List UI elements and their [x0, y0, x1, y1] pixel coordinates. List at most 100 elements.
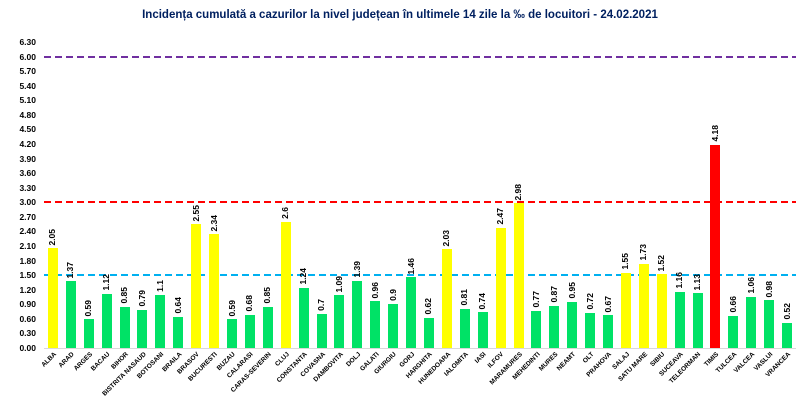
bar-column-prahova: 0.67 PRAHOVA — [585, 42, 617, 379]
y-tick-label: 4.20 — [19, 139, 36, 149]
y-tick-label: 2.40 — [19, 226, 36, 237]
bar-value-label: 1.52 — [656, 254, 667, 272]
bar-column-mures: 0.87 MURES — [538, 42, 563, 373]
bar — [441, 249, 452, 348]
bar-column-teleorman: 1.13 TELEORMAN — [668, 42, 707, 385]
y-tick-label: 1.20 — [19, 284, 36, 295]
bar — [244, 314, 255, 348]
bar — [692, 293, 703, 348]
bar — [513, 203, 524, 348]
bar-column-brasov: 2.55 BRASOV — [177, 42, 205, 376]
yellow-alert-line — [44, 274, 796, 277]
bar-value-label: 0.9 — [387, 289, 398, 302]
bar-value-label: 1.46 — [405, 257, 416, 275]
y-tick-label: 4.50 — [19, 124, 36, 135]
y-tick-label: 5.40 — [19, 80, 36, 91]
y-tick-label: 3.30 — [19, 182, 36, 193]
bar-value-label: 0.59 — [226, 299, 237, 317]
bar-value-label: 0.7 — [316, 299, 327, 312]
bar-column-constanta: 1.24 CONSTANTA — [275, 42, 313, 384]
bar-value-label: 0.62 — [423, 298, 434, 315]
bar — [209, 234, 220, 348]
bar-value-label: 2.47 — [495, 208, 506, 226]
bar — [155, 294, 166, 348]
bar-value-label: 2.98 — [513, 183, 524, 201]
bar — [227, 319, 238, 348]
bar-column-bacau: 1.12 BACAU — [90, 42, 116, 373]
bar-column-suceava: 1.16 SUCEAVA — [658, 42, 689, 378]
bar-column-maramures: 2.98 MARAMURES — [488, 42, 528, 386]
bar — [334, 295, 345, 348]
x-axis-label: IASI — [473, 351, 488, 365]
bar-column-braila: 0.64 BRAILA — [161, 42, 187, 373]
bar-column-satu-mare: 1.73 SATU MARE — [617, 42, 653, 383]
bar-value-label: 1.13 — [692, 273, 703, 291]
bar-value-label: 2.34 — [208, 214, 219, 232]
x-axis-label: NEAMT — [555, 351, 578, 373]
bar-column-tulcea: 0.66 TULCEA — [715, 42, 742, 375]
y-tick-label: 3.60 — [19, 168, 36, 179]
bar-value-label: 0.64 — [172, 297, 183, 314]
bar-value-label: 0.52 — [781, 303, 792, 320]
bar-value-label: 0.85 — [262, 287, 273, 304]
y-tick-label: 2.10 — [19, 241, 36, 251]
bar — [316, 314, 327, 348]
bar — [388, 304, 399, 348]
bar-value-label: 0.59 — [83, 299, 94, 317]
bar-value-label: 0.98 — [763, 280, 774, 298]
bar-value-label: 0.68 — [244, 295, 255, 312]
y-tick-label: 0.90 — [19, 299, 36, 310]
bar-column-neamt: 0.95 NEAMT — [556, 42, 581, 372]
bar-column-alba: 2.05 ALBA — [40, 42, 62, 369]
bar — [746, 296, 757, 348]
y-tick-label: 4.80 — [19, 109, 36, 120]
y-tick-label: 5.10 — [19, 95, 36, 106]
bar-column-gorj: 1.46 GORJ — [398, 42, 420, 369]
bar-value-label: 1.06 — [745, 276, 756, 294]
bar-column-arges: 0.59 ARGES — [72, 42, 98, 372]
plot-area: 2.05 ALBA 1.37 ARAD 0.59 ARGES 1.12 BACAU 0.85 BI… — [40, 42, 796, 398]
y-tick-label: 0.60 — [19, 313, 36, 324]
bar-column-arad: 1.37 ARAD — [58, 42, 80, 369]
bar-value-label: 1.12 — [101, 274, 112, 291]
bar — [656, 274, 667, 348]
bar — [782, 322, 793, 348]
bar — [262, 306, 273, 348]
bar — [603, 315, 614, 348]
bar-value-label: 1.55 — [620, 253, 631, 270]
bar-column-buzau: 0.59 BUZAU — [216, 42, 241, 372]
bar — [298, 287, 309, 348]
bar-value-label: 2.6 — [280, 206, 291, 219]
bar-value-label: 1.16 — [674, 272, 685, 289]
bar — [638, 263, 649, 348]
bar-column-bucuresti: 2.34 BUCURESTI — [187, 42, 223, 383]
bar — [101, 293, 112, 348]
bar-column-dolj: 1.39 DOLJ — [345, 42, 366, 368]
bar — [585, 313, 596, 348]
bar-value-label: 0.77 — [530, 291, 541, 308]
y-tick-label: 1.80 — [19, 255, 36, 266]
bar — [191, 224, 202, 348]
bar-value-label: 2.05 — [47, 228, 58, 246]
bar — [549, 305, 560, 348]
bar — [674, 291, 685, 348]
bar-column-timis: 4.18 TIMIS — [703, 42, 725, 368]
y-tick-label: 6.30 — [19, 37, 36, 47]
bar-column-cluj: 2.6 CLUJ — [274, 42, 295, 368]
bar — [83, 319, 94, 348]
bar-column-salaj: 1.55 SALAJ — [611, 42, 635, 371]
bar — [620, 272, 631, 348]
bar-column-sibiu: 1.52 SIBIU — [650, 42, 671, 368]
bar — [710, 144, 721, 348]
bar — [477, 312, 488, 348]
bar-value-label: 1.39 — [351, 260, 362, 278]
bar-value-label: 0.81 — [459, 289, 470, 306]
bar-column-galati: 0.96 GALATI — [358, 42, 384, 373]
bar-value-label: 0.85 — [119, 287, 130, 304]
bar — [567, 301, 578, 348]
y-tick-label: 2.70 — [19, 211, 36, 222]
y-tick-label: 3.00 — [19, 197, 36, 208]
bar-value-label: 0.95 — [566, 282, 577, 299]
bar-column-harghita: 0.62 HARGHITA — [405, 42, 438, 380]
